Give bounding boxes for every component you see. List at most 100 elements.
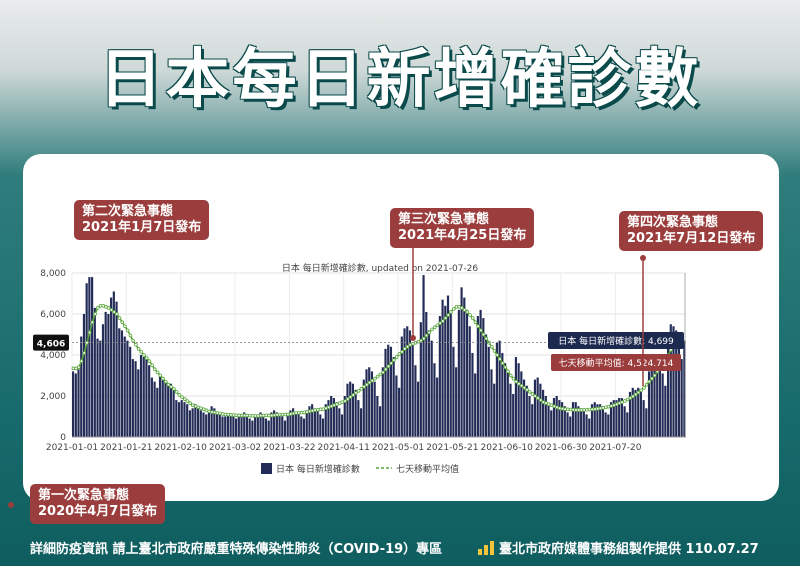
bar [289,410,292,437]
bar [675,330,678,437]
bar [555,396,558,437]
bar [74,373,77,437]
bar [332,398,335,437]
moving-average-point [93,312,97,316]
bar [275,412,278,437]
bar [642,400,645,437]
moving-average-point [536,396,540,400]
bar [452,346,455,437]
callout-first-line1: 第一次緊急事態 [38,488,130,503]
moving-average-point [636,390,641,395]
bar [373,381,376,437]
moving-average-point [367,380,372,385]
bar [588,418,591,437]
bar [213,408,216,437]
bar [169,383,172,437]
footer-credit: 臺北市政府媒體事務組製作提供 110.07.27 [478,538,759,557]
bar [558,400,561,437]
bar [661,373,664,437]
bar [158,375,162,437]
bar [335,402,338,437]
bar [245,416,249,437]
moving-average-point [479,328,483,333]
moving-average-point [438,321,442,326]
bar [142,357,145,437]
moving-average-point [180,395,184,399]
footer: 詳細防疫資訊 請上臺北市政府嚴重特殊傳染性肺炎（COVID-19）專區 臺北市政… [0,534,800,560]
bar [381,367,384,437]
bar [115,301,118,437]
page-title: 日本每日新增確診數 [98,43,702,117]
bar [311,404,314,437]
bar [566,412,569,437]
moving-average-point [623,399,627,403]
bar [680,359,683,437]
bar [446,295,450,437]
bar [618,398,621,437]
moving-average-point [422,336,426,341]
moving-average-point [631,394,635,399]
moving-average-point [650,376,654,381]
bar [294,412,297,437]
bar [569,416,572,437]
bar [517,363,520,437]
chart-title: 日本 每日新增確診數, updated on 2021-07-26 [282,262,479,274]
moving-average-point [642,385,646,390]
bar [571,402,575,437]
bar [126,340,129,437]
bar [346,383,349,437]
bar [457,309,460,437]
bar [80,336,83,437]
moving-average-point [115,312,119,316]
bar [647,371,651,437]
bar [167,385,170,437]
bar [408,330,412,437]
bar [683,340,686,437]
bar [637,387,640,437]
moving-average-point [435,323,440,328]
bar [254,416,257,437]
bar [302,418,306,437]
moving-average-point [403,347,407,351]
moving-average-point [625,397,630,402]
moving-average-point [345,397,350,401]
moving-average-point [177,393,182,397]
bar [148,365,151,437]
bar [210,406,213,437]
bar [112,291,115,437]
bar [626,412,629,437]
bar [509,383,512,437]
moving-average-point [128,333,133,338]
moving-average-point [87,330,92,335]
legend-line-label[interactable]: 七天移動平均值 [396,463,459,475]
bar [520,371,523,437]
bar [628,391,632,437]
moving-average-point [419,338,423,343]
moving-average-point [476,324,480,329]
bar [449,311,452,437]
bar [547,404,550,437]
tooltip-series1-box [548,332,684,349]
moving-average-point [468,313,472,317]
bar [156,387,159,437]
bar [161,377,164,437]
bar [490,369,493,437]
moving-average-point [76,365,81,370]
legend-bar-label[interactable]: 日本 每日新增確診數 [276,463,360,475]
bar [215,412,219,437]
bar [177,402,181,437]
moving-average-point [82,351,87,355]
bar [596,404,599,437]
bar [85,283,88,437]
legend-bar-swatch[interactable] [261,463,272,474]
moving-average-point [354,391,358,395]
annotations: 4,606 日本 每日新增確診數: 4,699 七天移動平均值: 4,524.714 [8,245,686,508]
moving-average-point [79,359,84,363]
bar [164,381,167,437]
legend[interactable]: 日本 每日新增確診數 七天移動平均值 [261,463,459,475]
bar [607,414,610,437]
bar [574,402,577,437]
axes: 0 2,000 4,000 6,000 8,000 2021-01-01 2021-01-2… [40,269,686,453]
bar [221,416,224,437]
